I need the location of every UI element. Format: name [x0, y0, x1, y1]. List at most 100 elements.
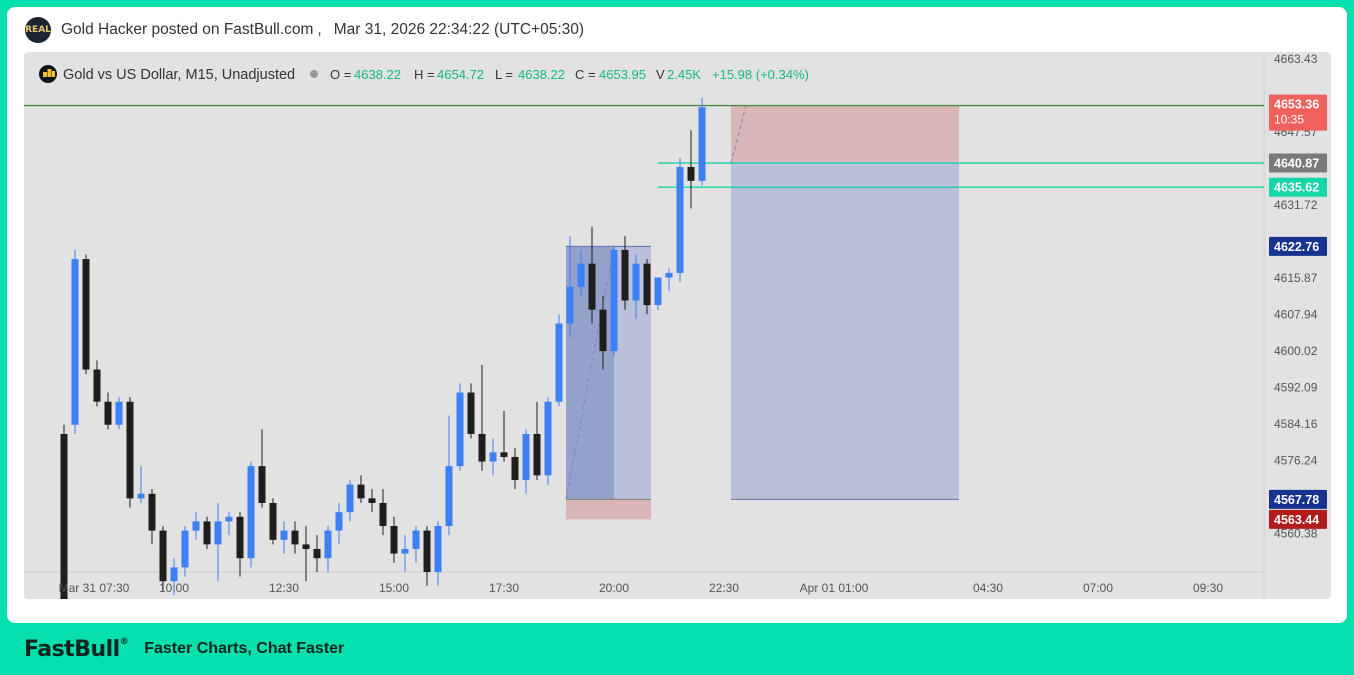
fastbull-logo[interactable]: FastBull®: [24, 637, 129, 662]
ohlc-change: +15.98 (+0.34%): [712, 67, 809, 82]
candle[interactable]: [247, 461, 255, 568]
candle-body: [126, 401, 134, 499]
candle-body: [522, 433, 530, 480]
candle[interactable]: [676, 157, 684, 283]
candle-body: [621, 249, 629, 301]
candle[interactable]: [588, 226, 596, 324]
candle[interactable]: [335, 502, 343, 545]
candle[interactable]: [577, 249, 585, 296]
ohlc-o-label: O =: [330, 67, 351, 82]
candle-body: [203, 521, 211, 545]
candle[interactable]: [291, 521, 299, 554]
candle[interactable]: [368, 489, 376, 513]
footer-bar: FastBull® Faster Charts, Chat Faster: [0, 623, 1354, 675]
ohlc-v-label: V: [656, 67, 665, 82]
candle[interactable]: [324, 525, 332, 572]
candle[interactable]: [390, 516, 398, 563]
candle[interactable]: [555, 314, 563, 407]
candle[interactable]: [313, 535, 321, 572]
candle-body: [456, 392, 464, 467]
candle-body: [379, 502, 387, 526]
candle[interactable]: [346, 479, 354, 522]
gold-coin-icon[interactable]: [39, 65, 57, 83]
candle[interactable]: [159, 525, 167, 591]
price-tag[interactable]: [1269, 236, 1327, 256]
candle[interactable]: [434, 521, 442, 586]
candle[interactable]: [533, 401, 541, 480]
price-tag[interactable]: [1269, 489, 1327, 509]
candle[interactable]: [203, 516, 211, 549]
candle-body: [687, 167, 695, 181]
candle[interactable]: [148, 489, 156, 545]
candle[interactable]: [357, 475, 365, 503]
candle[interactable]: [236, 512, 244, 577]
candle[interactable]: [170, 558, 178, 596]
candle[interactable]: [566, 236, 574, 338]
chart-panel[interactable]: 4663.43 4647.57 4631.72 4615.87 4607.94 4600.…: [24, 52, 1331, 599]
price-tag[interactable]: [1269, 153, 1327, 173]
candle[interactable]: [654, 277, 662, 310]
candle[interactable]: [698, 98, 706, 186]
position-target-zone[interactable]: [731, 163, 959, 500]
price-tag[interactable]: [1269, 509, 1327, 529]
candle[interactable]: [192, 512, 200, 540]
position-stop-zone[interactable]: [566, 499, 651, 520]
price-tag[interactable]: [1269, 94, 1327, 131]
post-timestamp: Mar 31, 2026 22:34:22 (UTC+05:30): [333, 21, 585, 38]
candle-body: [60, 433, 68, 599]
candle[interactable]: [522, 429, 530, 494]
candle[interactable]: [544, 397, 552, 485]
candle[interactable]: [225, 512, 233, 536]
position-stop-zone[interactable]: [731, 105, 959, 164]
candle[interactable]: [478, 364, 486, 471]
candle[interactable]: [621, 236, 629, 310]
candle[interactable]: [665, 268, 673, 292]
candle[interactable]: [258, 429, 266, 508]
ohlc-o: 4638.22: [354, 67, 401, 82]
candle[interactable]: [489, 438, 497, 476]
candle-body: [258, 466, 266, 503]
candlestick-chart[interactable]: 4663.434647.574631.724615.874607.944600.…: [24, 52, 1331, 599]
candle[interactable]: [302, 525, 310, 582]
candle[interactable]: [412, 525, 420, 563]
candle[interactable]: [104, 392, 112, 430]
candle[interactable]: [280, 521, 288, 554]
ohlc-l: 4638.22: [518, 67, 565, 82]
candle[interactable]: [445, 415, 453, 536]
chart-legend: Gold vs US Dollar, M15, Unadjusted O = 463…: [39, 65, 809, 83]
y-tick-label: 4663.43: [1274, 52, 1318, 66]
avatar-text: REAL: [25, 25, 51, 35]
price-tag[interactable]: [1269, 177, 1327, 197]
position-path-line: [565, 246, 615, 500]
price-tag-value: 4635.62: [1274, 181, 1319, 195]
candle[interactable]: [423, 525, 431, 586]
y-tick-label: 4584.16: [1274, 417, 1318, 431]
candle[interactable]: [599, 295, 607, 370]
price-tag-value: 4622.76: [1274, 240, 1319, 254]
candle[interactable]: [610, 245, 618, 356]
candle[interactable]: [71, 249, 79, 434]
candle[interactable]: [60, 424, 68, 599]
candle-body: [82, 259, 90, 370]
candle[interactable]: [269, 498, 277, 545]
candle-body: [390, 525, 398, 554]
candle[interactable]: [82, 254, 90, 375]
price-tag-countdown: 10:35: [1274, 113, 1304, 127]
candle[interactable]: [500, 410, 508, 462]
candle[interactable]: [181, 525, 189, 577]
candle[interactable]: [379, 489, 387, 536]
candle[interactable]: [401, 535, 409, 572]
candle[interactable]: [137, 466, 145, 503]
avatar[interactable]: REAL: [25, 17, 51, 43]
candle[interactable]: [632, 254, 640, 319]
candle[interactable]: [456, 383, 464, 471]
candle[interactable]: [467, 383, 475, 439]
candle[interactable]: [214, 502, 222, 582]
candle[interactable]: [93, 360, 101, 407]
candle[interactable]: [511, 447, 519, 490]
candle[interactable]: [126, 397, 134, 508]
candle[interactable]: [687, 130, 695, 209]
candle[interactable]: [643, 259, 651, 315]
price-tag-value: 4563.44: [1274, 513, 1319, 527]
candle[interactable]: [115, 397, 123, 430]
